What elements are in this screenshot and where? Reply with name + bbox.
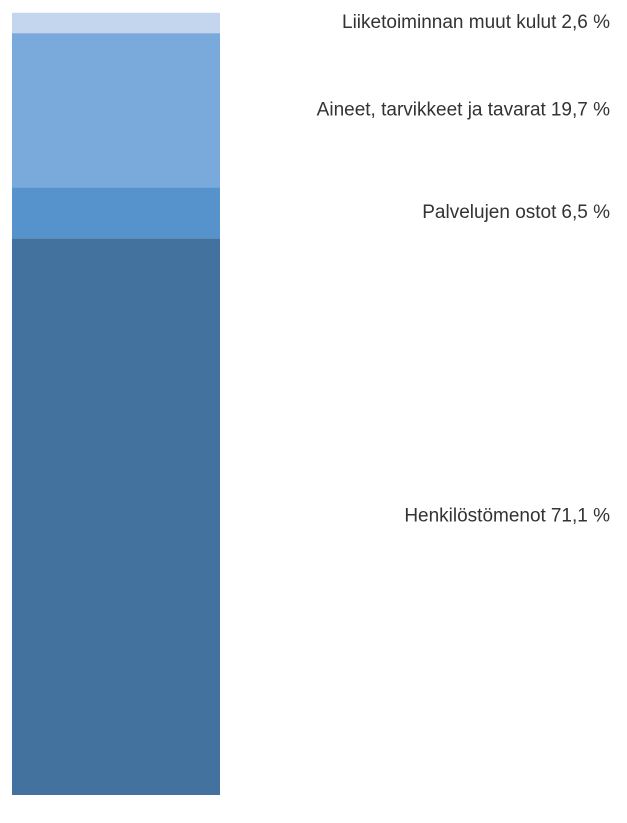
bar-segment	[12, 33, 220, 188]
segment-label: Palvelujen ostot 6,5 %	[422, 202, 610, 223]
bar-segment	[12, 238, 220, 796]
segment-value: 2,6 %	[561, 12, 610, 33]
segment-label: Aineet, tarvikkeet ja tavarat 19,7 %	[317, 99, 610, 120]
segment-name: Aineet, tarvikkeet ja tavarat	[317, 99, 547, 120]
segment-label: Liiketoiminnan muut kulut 2,6 %	[342, 12, 610, 33]
segment-value: 19,7 %	[551, 99, 610, 120]
segment-name: Henkilöstömenot	[404, 506, 546, 527]
segment-name: Liiketoiminnan muut kulut	[342, 12, 557, 33]
segment-label: Henkilöstömenot 71,1 %	[404, 506, 610, 527]
bar-segment	[12, 12, 220, 34]
segment-name: Palvelujen ostot	[422, 202, 557, 223]
bar-segment	[12, 187, 220, 239]
segment-value: 71,1 %	[551, 506, 610, 527]
segment-value: 6,5 %	[561, 202, 610, 223]
